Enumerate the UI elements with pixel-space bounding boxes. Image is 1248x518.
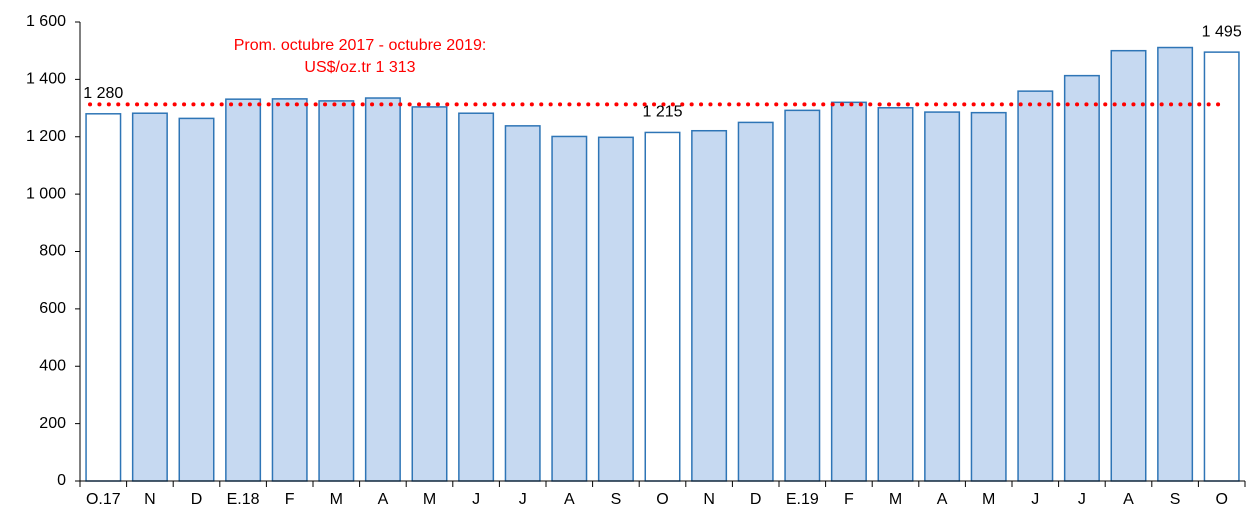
x-tick-label: A — [1123, 491, 1134, 508]
value-label: 1 495 — [1202, 23, 1242, 40]
x-tick-label: D — [750, 491, 762, 508]
bar — [830, 101, 867, 482]
x-tick-label: O — [656, 491, 668, 508]
y-tick-label: 1 600 — [26, 13, 66, 30]
bar — [924, 111, 961, 482]
bar — [691, 129, 728, 482]
bar — [1157, 46, 1194, 482]
x-tick-label: M — [423, 491, 436, 508]
bar — [1110, 49, 1147, 482]
bar — [737, 121, 774, 482]
bar — [504, 125, 541, 482]
x-tick-label: J — [1031, 491, 1039, 508]
bar — [1017, 90, 1054, 482]
bar — [411, 106, 448, 482]
x-tick-label: D — [191, 491, 203, 508]
bar — [970, 111, 1007, 482]
average-label: US$/oz.tr 1 313 — [304, 59, 415, 76]
y-tick-label: 600 — [39, 300, 66, 317]
x-tick-label: E.18 — [227, 491, 260, 508]
bar — [318, 100, 355, 482]
x-tick-label: E.19 — [786, 491, 819, 508]
x-tick-label: S — [611, 491, 622, 508]
bar — [458, 112, 495, 482]
average-label: Prom. octubre 2017 - octubre 2019: — [234, 37, 487, 54]
bar — [1063, 74, 1100, 482]
bar — [131, 112, 168, 482]
x-tick-label: F — [285, 491, 295, 508]
x-tick-label: J — [519, 491, 527, 508]
bar — [85, 113, 122, 482]
value-label: 1 215 — [642, 104, 682, 121]
x-tick-label: F — [844, 491, 854, 508]
bar — [225, 98, 262, 482]
bar — [271, 98, 308, 482]
y-tick-label: 1 400 — [26, 71, 66, 88]
bar — [784, 109, 821, 482]
y-tick-label: 0 — [57, 472, 66, 489]
bar — [551, 135, 588, 482]
bar — [178, 117, 215, 482]
x-tick-label: O.17 — [86, 491, 121, 508]
x-tick-label: S — [1170, 491, 1181, 508]
x-tick-label: J — [472, 491, 480, 508]
y-tick-label: 400 — [39, 357, 66, 374]
bar — [877, 107, 914, 482]
x-tick-label: A — [378, 491, 389, 508]
bar — [644, 131, 681, 482]
bar — [1203, 51, 1240, 482]
y-tick-label: 200 — [39, 415, 66, 432]
x-tick-label: J — [1078, 491, 1086, 508]
x-tick-label: N — [703, 491, 715, 508]
y-tick-label: 800 — [39, 243, 66, 260]
x-tick-label: A — [937, 491, 948, 508]
x-tick-label: O — [1215, 491, 1227, 508]
x-tick-label: M — [889, 491, 902, 508]
bar — [597, 136, 634, 482]
y-tick-label: 1 000 — [26, 185, 66, 202]
x-tick-label: N — [144, 491, 156, 508]
x-tick-label: A — [564, 491, 575, 508]
y-tick-label: 1 200 — [26, 128, 66, 145]
x-tick-label: M — [330, 491, 343, 508]
bar — [364, 97, 401, 482]
value-label: 1 280 — [83, 85, 123, 102]
x-tick-label: M — [982, 491, 995, 508]
